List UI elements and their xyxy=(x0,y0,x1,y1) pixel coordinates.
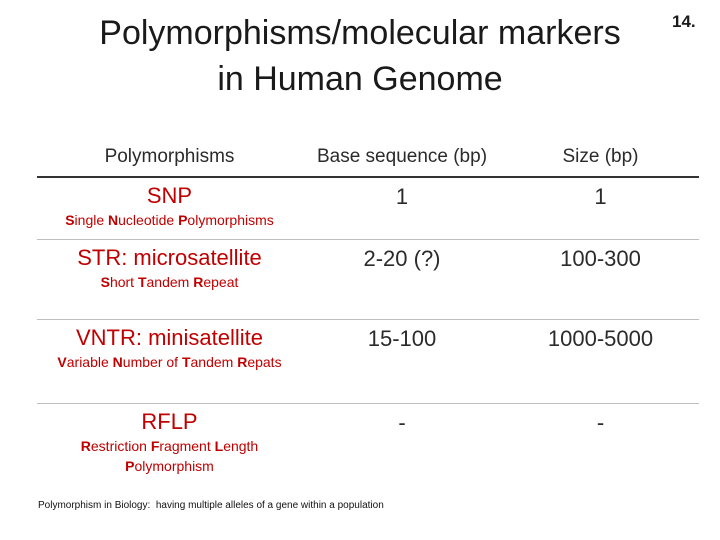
cell-size: 1 xyxy=(502,177,699,240)
size-value: - xyxy=(596,409,605,435)
marker-full-name-part: R xyxy=(193,273,204,290)
table-header-row: Polymorphisms Base sequence (bp) Size (b… xyxy=(37,138,699,178)
marker-full-name-part: R xyxy=(237,353,248,370)
marker-full-name-part: T xyxy=(181,353,191,370)
table-row: RFLP Restriction Fragment Length Polymorp… xyxy=(37,403,699,491)
size-value: 1000-5000 xyxy=(547,325,654,351)
marker-full-name-part: S xyxy=(65,212,75,228)
polymorphisms-table: Polymorphisms Base sequence (bp) Size (b… xyxy=(37,138,699,491)
marker-full-name-part: ucleotide xyxy=(118,212,179,228)
cell-base-sequence: 1 xyxy=(302,177,502,240)
cell-polymorphism: RFLP Restriction Fragment Length Polymorp… xyxy=(37,403,302,491)
marker-full-name-part: hort xyxy=(109,273,138,290)
marker-full-name-part: F xyxy=(150,437,160,454)
table-row: SNP Single Nucleotide Polymorphisms 1 1 xyxy=(37,177,699,240)
slide-title: Polymorphisms/molecular markers in Human… xyxy=(40,10,680,102)
size-value: 1 xyxy=(594,184,607,209)
footnote-label: Polymorphism in Biology: xyxy=(38,500,151,511)
header-size: Size (bp) xyxy=(502,138,699,178)
header-polymorphisms: Polymorphisms xyxy=(37,138,302,178)
marker-full-name-part: andem xyxy=(190,353,238,370)
cell-polymorphism: STR: microsatellite Short Tandem Repeat xyxy=(37,239,302,320)
cell-size: 100-300 xyxy=(502,239,699,320)
marker-full-name-part: epats xyxy=(247,353,282,370)
marker-name: VNTR: minisatellite xyxy=(75,324,264,350)
marker-full-name: Short Tandem Repeat xyxy=(41,272,298,292)
slide-number: 14. xyxy=(672,12,696,31)
marker-full-name-part: epeat xyxy=(203,273,239,290)
marker-full-name-part: S xyxy=(100,273,110,290)
cell-size: - xyxy=(502,403,699,491)
marker-full-name-part: umber of xyxy=(122,353,182,370)
marker-full-name-part: T xyxy=(137,273,147,290)
marker-full-name-part: olymorphisms xyxy=(187,212,274,228)
marker-name: SNP xyxy=(146,183,193,208)
header-base-sequence: Base sequence (bp) xyxy=(302,138,502,178)
cell-base-sequence: 15-100 xyxy=(302,319,502,404)
cell-polymorphism: SNP Single Nucleotide Polymorphisms xyxy=(37,177,302,240)
marker-full-name-part: andem xyxy=(146,273,194,290)
marker-full-name-part: L xyxy=(214,437,224,454)
marker-name: RFLP xyxy=(141,408,198,434)
footnote: Polymorphism in Biology: having multiple… xyxy=(38,500,384,511)
base-sequence-value: 1 xyxy=(395,184,409,209)
cell-polymorphism: VNTR: minisatellite Variable Number of Ta… xyxy=(37,319,302,404)
size-value: 100-300 xyxy=(560,245,641,271)
table-row: VNTR: minisatellite Variable Number of Ta… xyxy=(37,319,699,404)
base-sequence-value: - xyxy=(398,409,406,435)
marker-full-name: Variable Number of Tandem Repats xyxy=(41,352,298,372)
marker-name: STR: microsatellite xyxy=(77,244,262,270)
marker-full-name-part: ragment xyxy=(159,437,215,454)
marker-full-name-part: V xyxy=(57,353,67,370)
cell-base-sequence: 2-20 (?) xyxy=(302,239,502,320)
marker-full-name-part: olymorphism xyxy=(134,457,214,474)
marker-full-name-part: P xyxy=(178,212,188,228)
marker-full-name-part: estriction xyxy=(90,437,151,454)
cell-size: 1000-5000 xyxy=(502,319,699,404)
marker-full-name-part: ariable xyxy=(66,353,113,370)
marker-full-name-part: R xyxy=(80,437,91,454)
slide-title-line-2: in Human Genome xyxy=(217,60,503,98)
slide-title-line-1: Polymorphisms/molecular markers xyxy=(99,14,621,52)
base-sequence-value: 15-100 xyxy=(367,325,437,351)
marker-full-name-part: ength xyxy=(223,437,259,454)
marker-full-name-part: N xyxy=(108,212,119,228)
marker-full-name: Single Nucleotide Polymorphisms xyxy=(41,210,298,230)
footnote-text: having multiple alleles of a gene within… xyxy=(155,500,384,511)
marker-full-name-part: ingle xyxy=(74,212,109,228)
marker-full-name-part: P xyxy=(125,457,135,474)
cell-base-sequence: - xyxy=(302,403,502,491)
base-sequence-value: 2-20 (?) xyxy=(363,245,441,271)
marker-full-name: Restriction Fragment Length Polymorphism xyxy=(41,436,298,476)
table-row: STR: microsatellite Short Tandem Repeat 2-… xyxy=(37,239,699,320)
marker-full-name-part: N xyxy=(112,353,123,370)
